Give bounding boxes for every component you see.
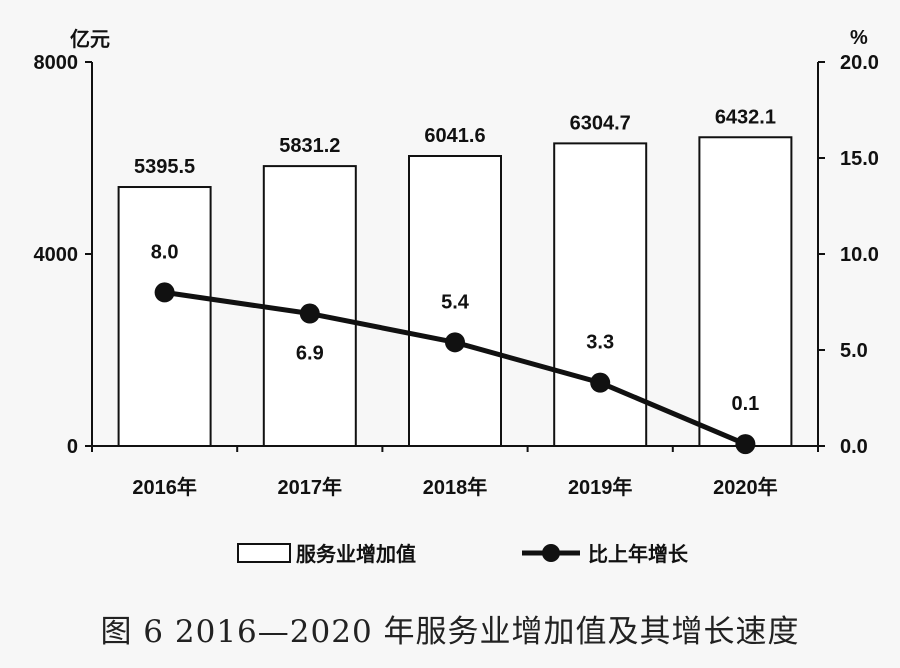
growth-value-label-4: 0.1 [731, 393, 759, 415]
growth-point-0 [154, 282, 175, 303]
left-tick-label-0: 0 [67, 436, 78, 458]
bar-value-label-4: 6432.1 [715, 106, 776, 128]
right-tick-label-2: 10.0 [840, 244, 879, 266]
x-tick-label-4: 2020年 [713, 475, 778, 499]
bar-value-label-2: 6041.6 [424, 125, 485, 147]
x-tick-label-2: 2018年 [423, 475, 488, 499]
right-tick-label-3: 15.0 [840, 148, 879, 170]
growth-value-label-3: 3.3 [586, 332, 614, 354]
bar-4 [698, 136, 793, 448]
growth-value-label-2: 5.4 [441, 291, 470, 313]
bar-value-label-0: 5395.5 [134, 156, 195, 178]
legend-bar-label: 服务业增加值 [296, 542, 416, 566]
bar-value-label-3: 6304.7 [570, 112, 631, 134]
bar-2 [408, 155, 502, 447]
growth-value-label-0: 8.0 [151, 241, 179, 263]
bar-3 [553, 142, 648, 448]
combo-chart: 5395.5 5831.2 6041.6 6304.7 6432.1 0 4000 8000 0… [34, 27, 879, 566]
x-tick-label-1: 2017年 [278, 475, 343, 499]
x-tick-label-0: 2016年 [132, 475, 197, 499]
left-tick-label-2: 8000 [34, 52, 79, 74]
legend-bar-swatch [237, 543, 291, 563]
growth-value-label-1: 6.9 [296, 343, 324, 365]
figure-caption: 图 6 2016—2020 年服务业增加值及其增长速度 [100, 614, 800, 650]
growth-point-2 [445, 332, 465, 353]
left-axis-unit: 亿元 [70, 27, 110, 51]
x-tick-label-3: 2019年 [568, 475, 633, 499]
right-tick-label-4: 20.0 [840, 52, 879, 74]
right-axis-unit: % [850, 27, 868, 49]
growth-point-3 [590, 372, 611, 393]
growth-point-4 [735, 434, 756, 455]
bar-0 [117, 186, 212, 448]
legend-line-marker [542, 544, 560, 562]
growth-point-1 [299, 303, 320, 324]
left-tick-label-1: 4000 [34, 244, 79, 266]
right-tick-label-0: 0.0 [840, 436, 868, 458]
legend-line-label: 比上年增长 [588, 542, 689, 566]
bar-value-label-1: 5831.2 [279, 135, 340, 157]
right-tick-label-1: 5.0 [840, 340, 868, 362]
